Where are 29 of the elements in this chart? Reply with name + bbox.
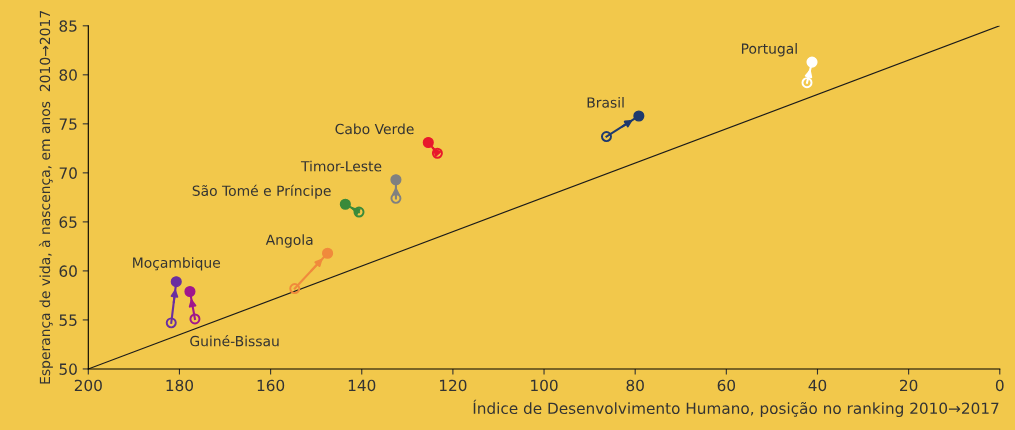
x-tick-label: 0 <box>995 379 1004 392</box>
x-tick-label: 140 <box>348 379 376 392</box>
x-tick-label: 200 <box>74 379 102 392</box>
series-label: Cabo Verde <box>335 123 414 135</box>
y-axis-title: Esperança de vida, à nascença, em anos 2010→2017 <box>38 11 53 384</box>
y-tick-label: 55 <box>59 314 77 326</box>
series-label: Timor-Leste <box>300 160 382 172</box>
x-tick-label: 160 <box>257 379 285 392</box>
x-axis-title: Índice de Desenvolvimento Humano, posição no ranking 2010→2017 <box>473 399 999 418</box>
y-tick-label: 75 <box>59 118 77 130</box>
y-tick-label: 70 <box>59 167 77 179</box>
series-label: São Tomé e Príncipe <box>192 184 331 199</box>
y-tick-label: 65 <box>59 216 77 228</box>
x-tick-label: 180 <box>166 379 194 392</box>
y-tick-label: 80 <box>59 69 77 81</box>
x-tick-label: 60 <box>717 379 736 392</box>
y-tick-label: 60 <box>59 265 77 277</box>
x-tick-label: 120 <box>439 379 467 392</box>
x-tick-label: 100 <box>531 379 558 392</box>
series-label: Brasil <box>587 97 624 108</box>
series-label: Angola <box>265 234 313 248</box>
y-tick-label: 85 <box>59 20 77 32</box>
series-label: Portugal <box>741 43 797 57</box>
x-tick-label: 40 <box>808 379 827 392</box>
series-label: Moçambique <box>133 257 221 271</box>
y-tick-label: 50 <box>59 363 77 375</box>
series-label: Guiné-Bissau <box>190 335 279 347</box>
x-tick-label: 80 <box>626 379 644 392</box>
x-tick-label: 20 <box>900 379 918 392</box>
